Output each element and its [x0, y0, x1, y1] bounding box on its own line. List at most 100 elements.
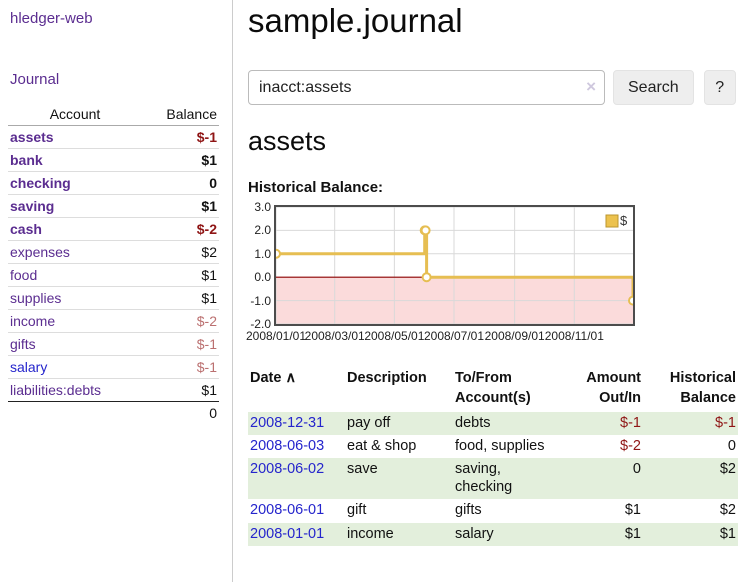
- transaction-date-link[interactable]: 2008-06-03: [250, 437, 325, 454]
- sidebar-item-journal[interactable]: Journal: [10, 71, 60, 88]
- transaction-balance: $1: [643, 522, 738, 546]
- account-balance: $-1: [196, 129, 217, 145]
- account-row: gifts $-1: [8, 332, 219, 356]
- account-link-saving[interactable]: saving: [10, 198, 55, 214]
- account-link-checking[interactable]: checking: [10, 175, 71, 191]
- data-point-marker[interactable]: [420, 225, 431, 236]
- search-input[interactable]: [248, 70, 605, 105]
- x-axis-tick-label: 2008/09/01: [484, 329, 545, 343]
- transaction-description: eat & shop: [347, 437, 417, 454]
- register-row: 2008-01-01 income salary $1 $1: [248, 522, 738, 546]
- accounts-header-account: Account: [8, 103, 143, 126]
- transaction-date-link[interactable]: 2008-01-01: [250, 525, 325, 542]
- page-title: sample.journal: [248, 2, 463, 39]
- account-row: bank $1: [8, 148, 219, 172]
- account-row: cash $-2: [8, 217, 219, 241]
- account-row: checking 0: [8, 171, 219, 195]
- x-axis-tick-label: 2008/11/01: [544, 329, 604, 343]
- account-row: salary $-1: [8, 355, 219, 379]
- data-point-marker[interactable]: [628, 295, 633, 306]
- transaction-description: pay off: [345, 411, 453, 435]
- transaction-balance: $2: [719, 502, 736, 519]
- y-axis-tick-label: 1.0: [254, 246, 271, 261]
- account-balance: $-1: [142, 355, 219, 379]
- register-header-description: Description: [347, 370, 427, 386]
- transaction-amount: $1: [560, 522, 643, 546]
- transaction-description: save: [345, 458, 453, 500]
- app-title-link[interactable]: hledger-web: [10, 10, 93, 27]
- account-row: expenses $2: [8, 240, 219, 264]
- chart-title: Historical Balance:: [248, 179, 384, 196]
- account-row: saving $1: [8, 194, 219, 218]
- transaction-description: gift: [347, 502, 367, 519]
- y-axis-tick-label: 0.0: [254, 270, 271, 285]
- account-balance: $-2: [142, 217, 219, 241]
- clear-search-icon[interactable]: ×: [586, 77, 596, 96]
- help-button[interactable]: ?: [703, 70, 736, 105]
- transaction-date-link[interactable]: 2008-12-31: [250, 414, 325, 431]
- legend-swatch: [605, 214, 619, 228]
- register-row: 2008-12-31 pay off debts $-1 $-1: [248, 411, 738, 435]
- sort-asc-icon: ∧: [281, 370, 297, 386]
- sidebar: hledger-web Journal Account Balance asse…: [0, 0, 233, 582]
- x-axis-tick-label: 2008/03/01: [304, 329, 365, 343]
- legend-label: $: [620, 213, 628, 228]
- account-row: food $1: [8, 263, 219, 287]
- transaction-amount: $-2: [620, 437, 641, 454]
- account-balance: $1: [142, 378, 219, 402]
- transaction-accounts: salary: [453, 522, 560, 546]
- transaction-amount: $1: [624, 502, 641, 519]
- x-axis-tick-label: 2008/07/01: [423, 329, 485, 343]
- transaction-amount: $-1: [560, 411, 643, 435]
- register-table: Date ∧ Description To/From Account(s) Amoun…: [248, 366, 738, 546]
- register-header-historical-balance: Historical Balance: [669, 370, 736, 407]
- y-axis-tick-label: -2.0: [250, 317, 271, 331]
- account-link-supplies[interactable]: supplies: [10, 290, 62, 306]
- transaction-accounts: gifts: [455, 502, 482, 519]
- data-point-marker[interactable]: [421, 272, 432, 283]
- accounts-header-balance: Balance: [142, 103, 219, 126]
- y-axis-tick-label: 3.0: [254, 200, 271, 214]
- account-heading: assets: [248, 126, 327, 156]
- account-link-bank[interactable]: bank: [10, 152, 43, 168]
- x-axis-tick-label: 2008/01/01: [245, 329, 307, 343]
- register-row: 2008-06-03 eat & shop food, supplies $-2 0: [248, 435, 738, 458]
- register-row: 2008-06-01 gift gifts $1 $2: [248, 499, 738, 522]
- transaction-balance: $-1: [643, 411, 738, 435]
- transaction-date-link[interactable]: 2008-06-02: [250, 461, 325, 478]
- y-axis-tick-label: -1.0: [250, 293, 271, 308]
- account-link-gifts[interactable]: gifts: [10, 336, 36, 352]
- account-link-expenses[interactable]: expenses: [10, 244, 70, 260]
- accounts-total-row: 0: [8, 401, 219, 424]
- account-link-assets[interactable]: assets: [10, 129, 54, 145]
- transaction-description: income: [345, 522, 453, 546]
- account-link-salary[interactable]: salary: [10, 359, 48, 375]
- transaction-accounts: saving, checking: [453, 458, 560, 500]
- account-row: income $-2: [8, 309, 219, 333]
- account-row: liabilities:debts $1: [8, 378, 219, 402]
- accounts-table: Account Balance assets $-1 bank $1 checking 0…: [8, 103, 219, 424]
- accounts-total-value: 0: [142, 401, 219, 424]
- transaction-amount: 0: [560, 458, 643, 500]
- account-link-cash[interactable]: cash: [10, 221, 42, 237]
- account-balance: $2: [142, 240, 219, 264]
- account-balance: $1: [142, 286, 219, 310]
- transaction-date-link[interactable]: 2008-06-01: [250, 502, 325, 519]
- account-link-liabilities-debts[interactable]: liabilities:debts: [10, 382, 102, 398]
- register-header-date[interactable]: Date ∧: [250, 370, 297, 386]
- account-balance: $-2: [142, 309, 219, 333]
- chart-canvas: $: [276, 207, 633, 324]
- data-point-marker[interactable]: [276, 248, 281, 259]
- account-row: supplies $1: [8, 286, 219, 310]
- search-bar: × Search ?: [248, 70, 742, 105]
- register-header-amount-out-in: Amount Out/In: [586, 370, 641, 407]
- account-balance: $-1: [142, 332, 219, 356]
- account-balance: $1: [142, 148, 219, 172]
- register-header-to-from-account-s-: To/From Account(s): [455, 370, 531, 407]
- account-link-food[interactable]: food: [10, 267, 38, 283]
- transaction-accounts: food, supplies: [455, 437, 545, 454]
- transaction-balance: 0: [727, 437, 736, 454]
- search-button[interactable]: Search: [613, 70, 694, 105]
- account-balance: $1: [142, 194, 219, 218]
- account-link-income[interactable]: income: [10, 313, 56, 329]
